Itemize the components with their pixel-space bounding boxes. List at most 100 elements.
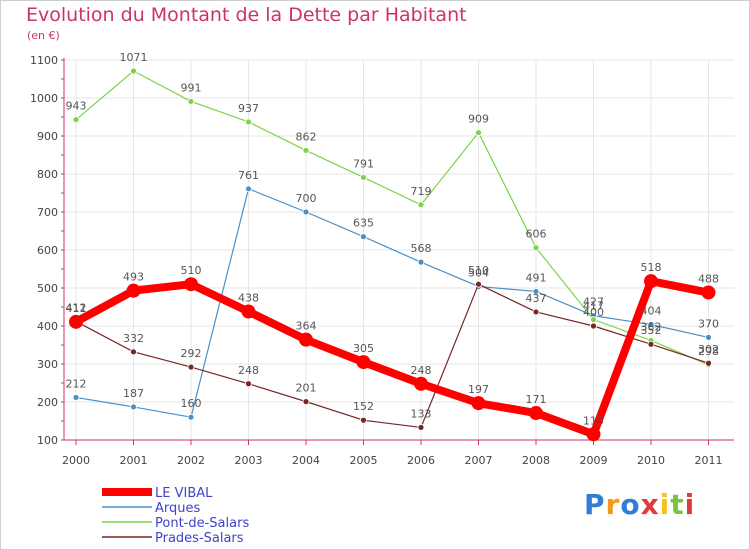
- data-label: 510: [181, 264, 202, 277]
- data-point: [701, 285, 716, 300]
- grid: [64, 59, 734, 441]
- data-label: 761: [238, 169, 259, 182]
- x-tick-label: 2006: [407, 454, 435, 467]
- data-point: [187, 363, 195, 371]
- data-label: 417: [583, 300, 604, 313]
- x-tick-label: 2011: [695, 454, 723, 467]
- data-label: 298: [698, 345, 719, 358]
- data-point: [417, 201, 425, 209]
- data-label: 248: [411, 364, 432, 377]
- data-point: [187, 98, 195, 105]
- unit-label: (en €): [27, 29, 60, 42]
- data-label: 248: [238, 364, 259, 377]
- x-tick-label: 2010: [637, 454, 665, 467]
- data-label: 700: [296, 192, 317, 205]
- x-tick-label: 2009: [580, 454, 608, 467]
- data-point: [360, 416, 367, 424]
- data-label: 412: [66, 301, 87, 314]
- data-point: [414, 376, 428, 391]
- data-point: [130, 403, 137, 411]
- data-label: 635: [353, 217, 374, 230]
- y-tick-label: 100: [37, 434, 58, 447]
- data-label: 719: [411, 185, 432, 198]
- data-label: 1071: [120, 51, 148, 64]
- data-label: 491: [526, 271, 547, 284]
- data-label: 115: [583, 414, 604, 427]
- legend: LE VIBALArquesPont-de-SalarsPrades-Salar…: [102, 486, 249, 546]
- data-point: [302, 208, 310, 216]
- data-label: 305: [353, 342, 374, 355]
- data-label: 133: [411, 407, 432, 420]
- series-line: [75, 188, 709, 418]
- data-point: [187, 413, 195, 421]
- data-label: 504: [468, 266, 489, 279]
- data-point: [245, 380, 252, 388]
- x-tick-label: 2003: [235, 454, 263, 467]
- legend-label: Pont-de-Salars: [155, 516, 249, 531]
- legend-label: LE VIBAL: [155, 486, 213, 501]
- data-label: 427: [583, 296, 604, 309]
- data-point: [417, 424, 425, 431]
- y-tick-label: 900: [37, 130, 58, 143]
- data-label: 152: [353, 400, 374, 413]
- data-label: 510: [468, 264, 489, 277]
- data-point: [69, 314, 83, 329]
- data-point: [302, 398, 310, 406]
- data-point: [475, 280, 482, 288]
- data-label: 488: [698, 273, 719, 286]
- data-point: [532, 288, 540, 295]
- y-tick-label: 400: [37, 320, 58, 333]
- series-line: [74, 277, 710, 439]
- data-label: 197: [468, 383, 489, 396]
- data-label: 201: [296, 382, 317, 395]
- data-label: 518: [641, 261, 662, 274]
- data-label: 212: [66, 377, 87, 390]
- data-point: [644, 274, 658, 289]
- data-label: 411: [66, 302, 87, 315]
- data-point: [360, 233, 367, 241]
- legend-label: Prades-Salars: [155, 531, 244, 546]
- data-label: 292: [181, 347, 202, 360]
- data-label: 362: [641, 320, 662, 333]
- data-label: 404: [641, 304, 662, 317]
- data-label: 909: [468, 113, 489, 126]
- data-label: 493: [123, 271, 144, 284]
- data-point: [532, 308, 540, 316]
- y-tick-label: 700: [37, 206, 58, 219]
- data-label: 400: [583, 306, 604, 319]
- data-label: 302: [698, 343, 719, 356]
- data-point: [245, 185, 252, 193]
- data-point: [302, 147, 310, 154]
- data-point: [241, 304, 256, 319]
- data-label: 187: [123, 387, 144, 400]
- data-label: 364: [296, 320, 317, 333]
- data-label: 937: [238, 102, 259, 115]
- data-label: 160: [181, 397, 202, 410]
- data-label: 862: [296, 130, 317, 143]
- series: [69, 67, 716, 442]
- data-label: 568: [411, 242, 432, 255]
- y-tick-label: 600: [37, 244, 58, 257]
- y-tick-label: 200: [37, 396, 58, 409]
- y-tick-label: 1100: [30, 54, 58, 67]
- data-point: [417, 258, 425, 266]
- x-tick-label: 2005: [350, 454, 378, 467]
- y-tick-label: 800: [37, 168, 58, 181]
- data-label: 438: [238, 292, 259, 305]
- data-point: [130, 348, 137, 356]
- data-point: [475, 129, 482, 136]
- data-label: 791: [353, 157, 374, 170]
- data-label: 991: [181, 81, 202, 94]
- data-point: [705, 359, 712, 367]
- x-tick-label: 2001: [120, 454, 148, 467]
- data-label: 352: [641, 324, 662, 337]
- data-point: [245, 118, 252, 126]
- data-label: 171: [526, 393, 547, 406]
- proxiti-logo: Proxiti: [584, 488, 696, 521]
- data-label: 370: [698, 317, 719, 330]
- data-point: [590, 322, 597, 330]
- data-point: [72, 116, 80, 124]
- y-tick-label: 500: [37, 282, 58, 295]
- series-line: [75, 70, 709, 366]
